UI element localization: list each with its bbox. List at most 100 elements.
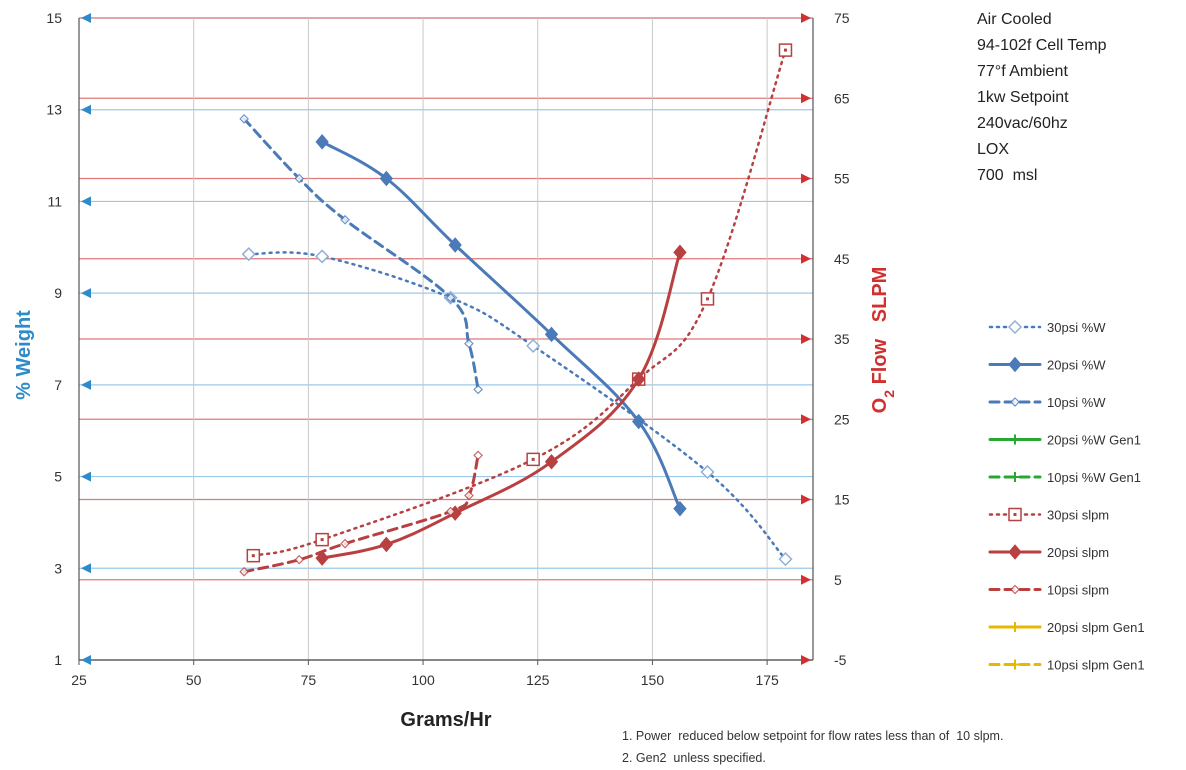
right-tick-label: -5 xyxy=(834,652,847,668)
left-tick-arrow xyxy=(81,104,91,115)
data-point xyxy=(1008,356,1022,373)
x-tick-label: 75 xyxy=(301,672,317,688)
legend-label: 10psi %W xyxy=(1047,395,1106,410)
annotation-line: 700 msl xyxy=(977,167,1037,184)
right-tick-arrow xyxy=(801,93,811,104)
data-point xyxy=(673,500,687,517)
data-point xyxy=(379,170,394,187)
legend: 30psi %W 20psi %W 10psi %W 20psi %W Gen1 10p… xyxy=(988,319,1145,673)
data-point xyxy=(315,134,329,150)
data-point xyxy=(340,538,350,549)
footnote: 1. Power reduced below setpoint for flow… xyxy=(622,729,1003,743)
data-point xyxy=(473,450,483,461)
legend-item: 10psi %W xyxy=(988,395,1106,410)
data-point xyxy=(544,454,559,470)
right-tick-arrow xyxy=(801,173,811,184)
right-y-label-suffix: Flow SLPM xyxy=(869,267,891,390)
legend-label: 20psi %W xyxy=(1047,358,1106,373)
data-point xyxy=(464,490,474,501)
annotation-line: 77°f Ambient xyxy=(977,63,1068,80)
series-line xyxy=(242,117,480,391)
data-point-center xyxy=(531,457,535,461)
legend-label: 30psi %W xyxy=(1047,320,1106,335)
data-point xyxy=(473,384,483,395)
data-point xyxy=(448,237,462,253)
data-point xyxy=(241,247,256,262)
data-point xyxy=(1007,319,1023,335)
data-point xyxy=(379,536,394,553)
annotation-line: 240vac/60hz xyxy=(977,115,1068,132)
right-tick-label: 75 xyxy=(834,10,850,26)
left-tick-label: 13 xyxy=(46,102,62,118)
data-point xyxy=(632,413,646,430)
left-tick-arrow xyxy=(81,379,91,390)
right-y-label-prefix: O xyxy=(869,398,891,414)
legend-label: 20psi slpm xyxy=(1047,545,1109,560)
x-axis-label: Grams/Hr xyxy=(400,709,491,731)
annotation-line: Air Cooled xyxy=(977,11,1052,28)
x-tick-label: 175 xyxy=(755,672,779,688)
data-point xyxy=(294,173,305,184)
grid-lines xyxy=(78,17,813,661)
right-y-label-subscript: 2 xyxy=(881,390,897,398)
data-point xyxy=(1010,584,1020,595)
right-tick-label: 5 xyxy=(834,572,842,588)
right-tick-arrow xyxy=(801,253,811,264)
right-tick-label: 45 xyxy=(834,251,850,267)
legend-label: 10psi slpm xyxy=(1047,583,1109,598)
data-point xyxy=(1010,397,1020,407)
x-tick-label: 50 xyxy=(186,672,202,688)
right-tick-label: 65 xyxy=(834,90,850,106)
series xyxy=(315,244,687,566)
legend-label: 30psi slpm xyxy=(1047,508,1109,523)
data-point-center xyxy=(320,538,324,542)
legend-label: 20psi %W Gen1 xyxy=(1047,433,1141,448)
legend-item: 30psi %W xyxy=(988,319,1106,335)
data-point xyxy=(632,371,646,387)
left-tick-label: 3 xyxy=(54,560,62,576)
left-tick-label: 5 xyxy=(54,469,62,485)
legend-label: 10psi %W Gen1 xyxy=(1047,470,1141,485)
right-tick-arrow xyxy=(801,13,811,23)
left-tick-arrow xyxy=(81,563,91,574)
legend-label: 20psi slpm Gen1 xyxy=(1047,620,1145,635)
left-tick-arrow xyxy=(81,471,91,482)
series xyxy=(239,114,483,395)
data-point xyxy=(239,114,249,124)
left-tick-label: 15 xyxy=(46,10,62,26)
left-tick-label: 11 xyxy=(47,193,62,209)
x-tick-label: 25 xyxy=(71,672,87,688)
legend-label: 10psi slpm Gen1 xyxy=(1047,658,1145,673)
right-tick-label: 35 xyxy=(834,331,850,347)
left-tick-arrow xyxy=(81,196,91,207)
annotation-line: 1kw Setpoint xyxy=(977,89,1069,106)
data-point xyxy=(464,338,474,349)
left-y-axis-label: % Weight xyxy=(13,310,35,400)
data-point xyxy=(445,292,456,303)
data-point xyxy=(294,554,305,565)
data-series xyxy=(239,43,793,577)
right-tick-arrow xyxy=(801,414,811,425)
data-point xyxy=(315,249,330,264)
x-tick-label: 100 xyxy=(411,672,435,688)
annotation-line: 94-102f Cell Temp xyxy=(977,37,1107,54)
data-point xyxy=(1010,622,1020,632)
series xyxy=(246,43,793,563)
legend-item: 30psi slpm xyxy=(988,508,1109,523)
right-tick-label: 25 xyxy=(834,411,850,427)
data-point xyxy=(1010,659,1020,670)
data-point xyxy=(1008,544,1022,560)
data-point xyxy=(315,550,329,566)
legend-item: 20psi %W xyxy=(988,356,1106,373)
right-tick-arrow xyxy=(801,334,811,344)
right-tick-label: 15 xyxy=(834,492,850,508)
conditions-annotation: Air Cooled 94-102f Cell Temp 77°f Ambien… xyxy=(977,11,1107,184)
legend-item: 10psi %W Gen1 xyxy=(988,470,1141,485)
right-tick-arrow xyxy=(801,574,811,585)
data-point-center xyxy=(1013,513,1017,516)
left-tick-label: 9 xyxy=(54,285,62,301)
data-point-center xyxy=(251,554,255,558)
left-tick-label: 7 xyxy=(54,377,62,393)
series xyxy=(239,450,483,577)
